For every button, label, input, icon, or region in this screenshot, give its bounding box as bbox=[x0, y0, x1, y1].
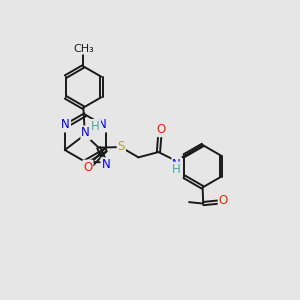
Text: CH₃: CH₃ bbox=[73, 44, 94, 54]
Text: H: H bbox=[172, 163, 181, 176]
Text: N: N bbox=[81, 126, 90, 140]
Text: O: O bbox=[156, 123, 165, 136]
Text: H: H bbox=[91, 120, 100, 133]
Text: N: N bbox=[98, 118, 107, 131]
Text: N: N bbox=[61, 118, 70, 131]
Text: N: N bbox=[101, 158, 110, 171]
Text: O: O bbox=[219, 194, 228, 207]
Text: O: O bbox=[83, 160, 93, 174]
Text: N: N bbox=[172, 158, 181, 171]
Text: S: S bbox=[118, 140, 125, 153]
